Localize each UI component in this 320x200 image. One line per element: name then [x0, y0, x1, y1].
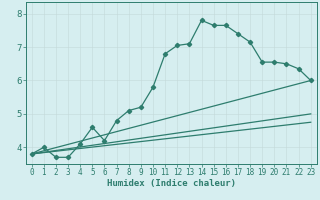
X-axis label: Humidex (Indice chaleur): Humidex (Indice chaleur) [107, 179, 236, 188]
